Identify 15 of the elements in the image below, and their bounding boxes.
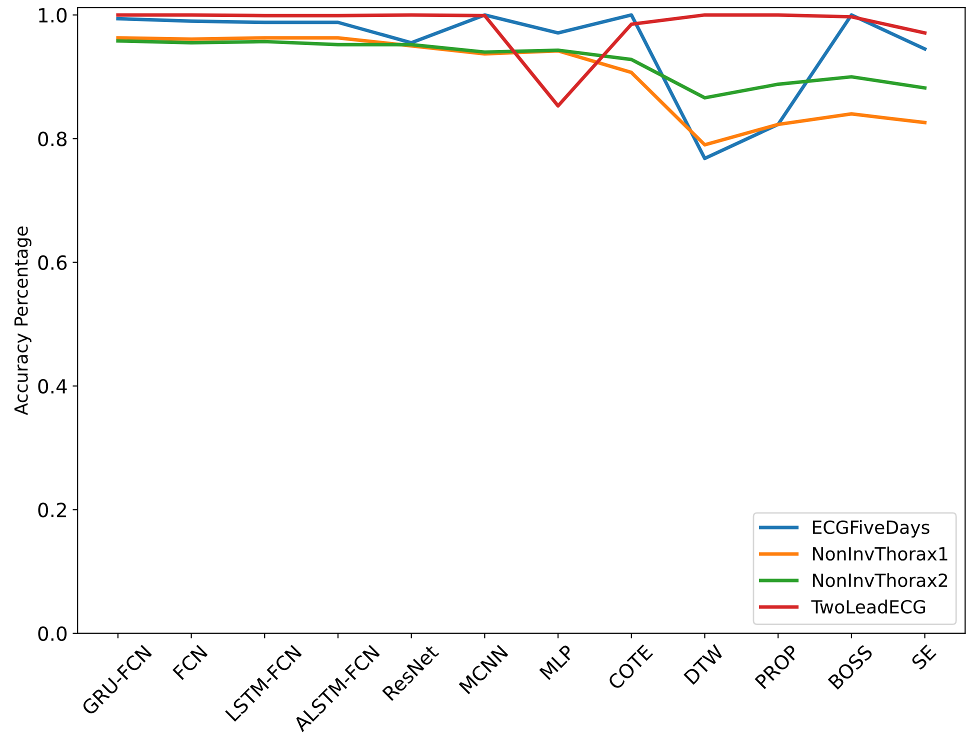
y-tick-label: 0.2 [38,502,66,518]
y-tick-label: 0.4 [38,378,67,394]
legend-label: ECGFiveDays [813,520,930,538]
x-tick-label: SE [910,644,937,670]
legend-label: NonInvThorax2 [813,573,948,588]
legend-label: NonInvThorax1 [813,546,948,561]
legend-label: TwoLeadECG [811,600,926,614]
line-series [116,13,927,108]
line-series [116,39,927,100]
line-series [116,13,927,160]
y-tick-label: 1.0 [39,8,67,23]
y-axis-title: Accuracy Percentage [14,226,32,416]
y-tick-label: 0.0 [38,626,67,642]
y-tick-label: 0.6 [38,255,67,270]
y-tick-label: 0.8 [38,132,67,146]
